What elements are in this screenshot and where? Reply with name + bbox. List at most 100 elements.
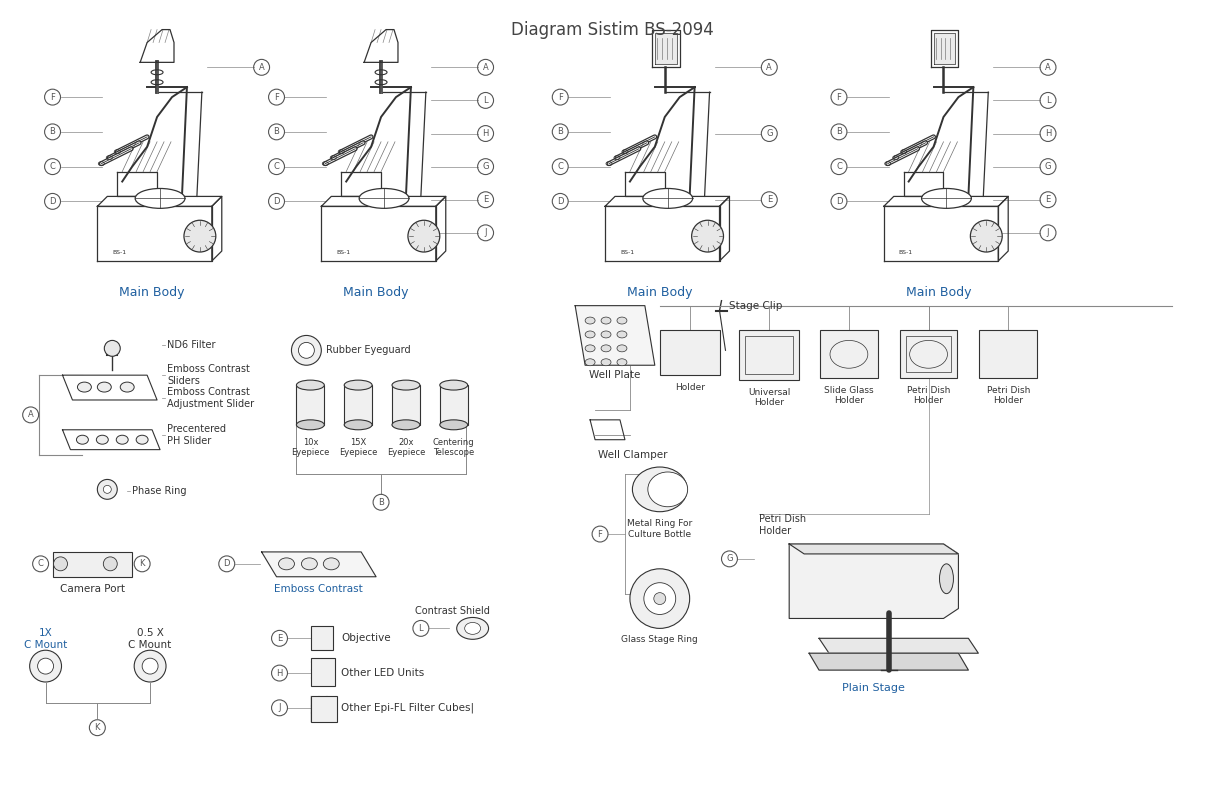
Polygon shape: [789, 544, 958, 554]
Text: G: G: [766, 129, 773, 138]
Text: Camera Port: Camera Port: [60, 583, 125, 594]
Circle shape: [292, 336, 321, 365]
Text: 20x
Eyepiece: 20x Eyepiece: [387, 438, 425, 457]
Text: A: A: [1045, 63, 1051, 72]
Ellipse shape: [643, 188, 692, 208]
Text: F: F: [557, 92, 562, 101]
Bar: [745, 336, 793, 374]
Text: G: G: [726, 555, 733, 563]
Bar: [820, 331, 878, 378]
Text: F: F: [837, 92, 842, 101]
Text: K: K: [94, 723, 100, 732]
Ellipse shape: [617, 359, 627, 366]
Polygon shape: [655, 33, 676, 65]
Circle shape: [408, 220, 440, 252]
Text: BS-1: BS-1: [113, 250, 126, 255]
Text: Well Plate: Well Plate: [589, 370, 641, 380]
Bar: [905, 336, 952, 372]
Ellipse shape: [617, 345, 627, 351]
Ellipse shape: [440, 420, 468, 430]
Text: Other LED Units: Other LED Units: [342, 668, 425, 678]
Circle shape: [103, 485, 111, 493]
Text: Stage Clip: Stage Clip: [729, 300, 783, 311]
Text: A: A: [258, 63, 265, 72]
Text: Main Body: Main Body: [905, 286, 971, 299]
Ellipse shape: [120, 382, 135, 392]
Text: J: J: [278, 703, 281, 713]
Ellipse shape: [97, 435, 108, 444]
Text: E: E: [767, 195, 772, 204]
Circle shape: [644, 583, 676, 614]
Circle shape: [184, 220, 216, 252]
Bar: [311, 696, 337, 722]
Ellipse shape: [601, 331, 611, 338]
Ellipse shape: [940, 563, 953, 594]
Text: H: H: [483, 129, 489, 138]
Ellipse shape: [586, 345, 595, 351]
Text: 10x
Eyepiece: 10x Eyepiece: [292, 438, 330, 457]
Text: E: E: [1045, 195, 1051, 204]
Ellipse shape: [301, 558, 317, 570]
Text: B: B: [273, 128, 279, 136]
Text: Rubber Eyeguard: Rubber Eyeguard: [326, 345, 410, 355]
Ellipse shape: [116, 435, 129, 444]
Text: ND6 Filter: ND6 Filter: [167, 340, 216, 351]
Ellipse shape: [617, 331, 627, 338]
Circle shape: [29, 650, 61, 682]
Circle shape: [54, 557, 67, 571]
Bar: [296, 385, 325, 425]
Ellipse shape: [464, 622, 480, 634]
Ellipse shape: [323, 558, 339, 570]
Ellipse shape: [392, 380, 420, 390]
Text: B: B: [379, 498, 383, 507]
Text: Metal Ring For
Culture Bottle: Metal Ring For Culture Bottle: [627, 519, 692, 539]
Bar: [660, 331, 719, 375]
Text: L: L: [484, 96, 488, 105]
Text: J: J: [484, 228, 486, 238]
Circle shape: [135, 650, 167, 682]
Text: Centering
Telescope: Centering Telescope: [432, 438, 474, 457]
Text: E: E: [277, 634, 282, 643]
Text: Emboss Contrast: Emboss Contrast: [274, 583, 363, 594]
Text: A: A: [28, 410, 33, 419]
Bar: [311, 626, 333, 650]
Text: Universal
Holder: Universal Holder: [748, 388, 790, 407]
Polygon shape: [62, 375, 157, 400]
Text: Emboss Contrast
Adjustment Slider: Emboss Contrast Adjustment Slider: [167, 387, 254, 409]
Text: D: D: [49, 197, 56, 206]
Circle shape: [692, 220, 724, 252]
Text: C: C: [557, 162, 564, 171]
Ellipse shape: [457, 618, 489, 639]
Text: Glass Stage Ring: Glass Stage Ring: [621, 635, 698, 644]
Circle shape: [299, 343, 315, 359]
Text: BS-1: BS-1: [336, 250, 350, 255]
Bar: [899, 331, 958, 378]
Ellipse shape: [77, 382, 92, 392]
Bar: [979, 331, 1038, 378]
Text: Precentered
PH Slider: Precentered PH Slider: [167, 424, 227, 446]
Bar: [53, 552, 132, 577]
Text: C: C: [38, 559, 44, 568]
Text: C: C: [50, 162, 55, 171]
Text: C: C: [273, 162, 279, 171]
Polygon shape: [62, 430, 160, 450]
Polygon shape: [820, 638, 979, 654]
Text: Main Body: Main Body: [627, 286, 692, 299]
Text: K: K: [140, 559, 145, 568]
Text: Petri Dish
Holder: Petri Dish Holder: [986, 386, 1030, 406]
Bar: [311, 658, 336, 686]
Circle shape: [630, 569, 690, 628]
Text: E: E: [483, 195, 489, 204]
Ellipse shape: [617, 317, 627, 324]
Ellipse shape: [632, 467, 687, 512]
Text: H: H: [1045, 129, 1051, 138]
Text: Petri Dish
Holder: Petri Dish Holder: [906, 386, 951, 406]
Ellipse shape: [135, 188, 185, 208]
Ellipse shape: [601, 345, 611, 351]
Text: 15X
Eyepiece: 15X Eyepiece: [339, 438, 377, 457]
Text: L: L: [1046, 96, 1050, 105]
Text: D: D: [835, 197, 843, 206]
Text: Slide Glass
Holder: Slide Glass Holder: [824, 386, 873, 406]
Polygon shape: [808, 654, 969, 670]
Ellipse shape: [344, 420, 372, 430]
